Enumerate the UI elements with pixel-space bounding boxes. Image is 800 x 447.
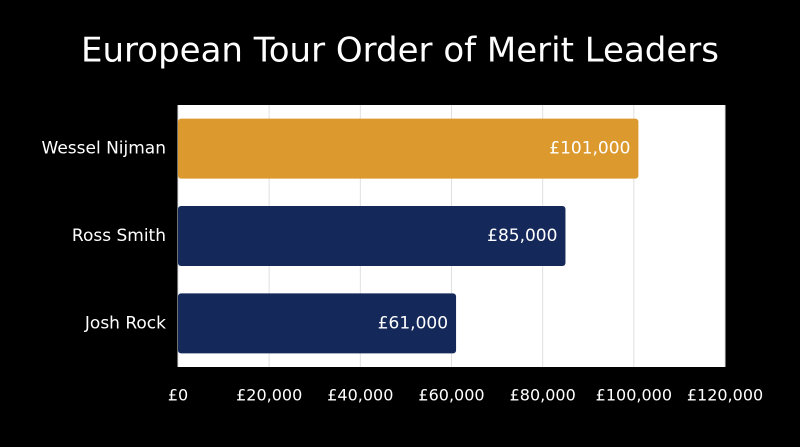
data-label: £61,000: [378, 313, 448, 333]
y-tick-label: Ross Smith: [72, 226, 166, 246]
y-tick-label: Wessel Nijman: [42, 139, 167, 159]
x-tick-label: £60,000: [418, 386, 484, 405]
x-tick-label: £120,000: [687, 386, 763, 405]
data-label: £85,000: [487, 226, 557, 246]
x-tick-label: £40,000: [327, 386, 393, 405]
data-label: £101,000: [549, 139, 630, 159]
x-tick-label: £20,000: [236, 386, 302, 405]
y-tick-label: Josh Rock: [84, 313, 166, 333]
bar: [178, 293, 457, 354]
chart-title: European Tour Order of Merit Leaders: [81, 31, 719, 71]
bar: [178, 118, 639, 179]
bar: [178, 206, 566, 266]
x-tick-label: £80,000: [510, 386, 576, 405]
x-tick-label: £0: [168, 386, 188, 405]
x-tick-label: £100,000: [596, 386, 672, 405]
